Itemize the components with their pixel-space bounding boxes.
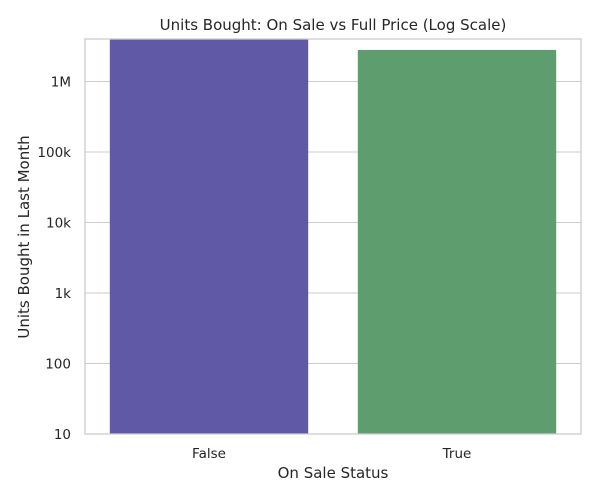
- bars: [109, 39, 557, 434]
- chart-title: Units Bought: On Sale vs Full Price (Log…: [160, 16, 507, 34]
- bar-true: [357, 49, 557, 434]
- y-axis-label: Units Bought in Last Month: [15, 135, 33, 338]
- plot-frame: [84, 38, 582, 435]
- y-tick-labels: 10 100 1k 10k 100k 1M: [37, 74, 71, 443]
- y-tick-label: 1M: [51, 74, 71, 90]
- x-tick-labels: False True: [192, 446, 471, 462]
- y-tick-label: 100: [45, 356, 71, 372]
- y-tick-label: 100k: [37, 145, 71, 161]
- y-tick-label: 10: [54, 427, 71, 443]
- bar-false: [109, 39, 309, 434]
- x-tick-label: True: [442, 446, 472, 462]
- y-tick-label: 1k: [55, 286, 72, 302]
- x-axis-label: On Sale Status: [278, 464, 389, 482]
- y-tick-label: 10k: [46, 215, 71, 231]
- x-tick-label: False: [192, 446, 226, 462]
